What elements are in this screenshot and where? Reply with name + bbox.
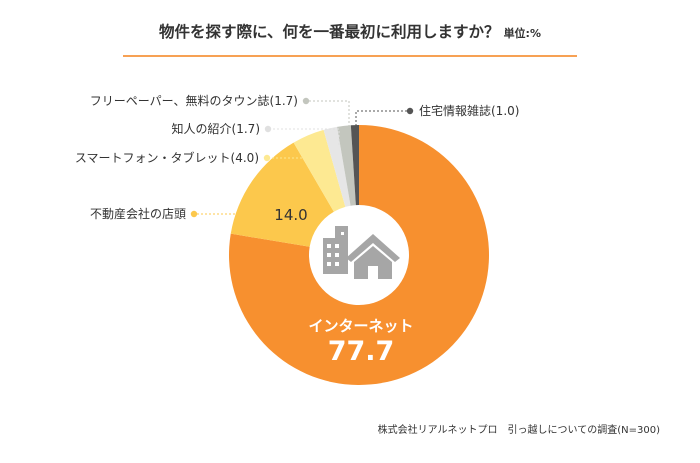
title-underline — [123, 55, 577, 57]
slice-value-real-estate-storefront: 14.0 — [274, 206, 307, 224]
leader-dot-free-paper — [302, 97, 310, 105]
slice-label-smartphone-tablet: スマートフォン・タブレット(4.0) — [75, 150, 259, 165]
leader-dot-housing-magazine — [406, 107, 414, 115]
slice-free-paper — [337, 125, 356, 206]
slice-label-housing-magazine: 住宅情報雑誌(1.0) — [419, 103, 519, 118]
leader-line-acquaintance — [268, 128, 340, 145]
slice-label-internet: インターネット — [308, 317, 413, 335]
slice-housing-magazine — [350, 125, 359, 206]
chart-title-row: 物件を探す際に、何を一番最初に利用しますか？ 単位:% — [0, 20, 700, 42]
chart-title: 物件を探す際に、何を一番最初に利用しますか？ — [159, 23, 500, 41]
building-house-icon — [323, 226, 400, 279]
leader-line-free-paper — [306, 100, 350, 139]
donut-slices — [229, 125, 490, 385]
slice-internet — [229, 125, 490, 385]
leader-dot-acquaintance — [264, 125, 272, 133]
slice-label-real-estate-storefront: 不動産会社の店頭 — [90, 206, 186, 221]
leader-dot-real-estate-storefront — [190, 210, 198, 218]
unit-label: 単位:% — [503, 27, 541, 40]
slice-acquaintance — [323, 126, 351, 207]
slice-label-acquaintance: 知人の紹介(1.7) — [172, 122, 260, 136]
slice-smartphone-tablet — [293, 129, 346, 212]
leader-dot-smartphone-tablet — [263, 154, 271, 162]
slice-real-estate-storefront — [230, 142, 334, 247]
source-note: 株式会社リアルネットプロ 引っ越しについての調査(N=300) — [377, 425, 660, 436]
leader-line-smartphone-tablet — [267, 157, 321, 160]
slice-value-internet: 77.7 — [328, 336, 395, 367]
slice-label-free-paper: フリーペーパー、無料のタウン誌(1.7) — [90, 93, 298, 108]
